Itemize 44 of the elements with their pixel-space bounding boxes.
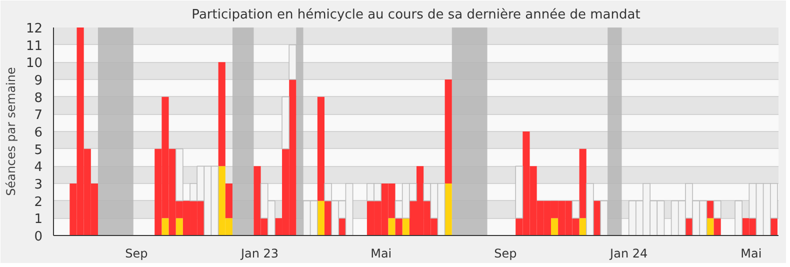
y-tick-label: 4 <box>34 160 43 176</box>
bar <box>162 218 169 236</box>
bar <box>706 218 714 236</box>
x-tick-label: Jan 23 <box>240 246 279 260</box>
bar <box>444 184 452 236</box>
chart-title: Participation en hémicycle au cours de sa dernière année de mandat <box>192 8 640 22</box>
bar <box>515 166 524 219</box>
bar <box>317 200 324 236</box>
bar <box>444 80 452 184</box>
bar <box>579 148 586 218</box>
y-tick-label: 0 <box>34 230 43 244</box>
y-tick-label: 10 <box>26 56 43 72</box>
y-tick-label: 8 <box>34 90 43 106</box>
bar <box>572 200 580 219</box>
bar <box>225 184 232 218</box>
bar <box>388 218 396 236</box>
bar <box>175 148 184 202</box>
y-tick-label: 6 <box>34 126 43 140</box>
x-tick-label: Mai <box>370 246 392 260</box>
y-tick-label: 2 <box>34 194 43 210</box>
y-tick-label: 5 <box>34 142 43 158</box>
bar <box>317 96 324 201</box>
y-tick-label: 3 <box>34 178 43 192</box>
bar <box>402 218 410 236</box>
bar <box>176 218 183 236</box>
bar <box>324 200 332 236</box>
x-tick-label: Sep <box>125 246 148 260</box>
bar <box>579 218 586 236</box>
x-tick-label: Jan 24 <box>609 246 648 260</box>
x-tick-label: Mai <box>740 246 762 260</box>
y-tick-label: 1 <box>34 212 43 228</box>
bar <box>550 218 558 236</box>
bar <box>395 218 402 236</box>
y-axis-title: Séances par semaine <box>4 67 18 196</box>
bar <box>713 200 722 219</box>
bar <box>706 200 714 218</box>
y-tick-label: 7 <box>34 108 43 124</box>
y-tick-label: 9 <box>34 74 43 88</box>
y-tick-label: 12 <box>26 22 43 36</box>
bar <box>282 96 290 150</box>
x-tick-label: Sep <box>494 246 517 260</box>
bar <box>714 218 721 236</box>
bar <box>218 62 226 166</box>
y-tick-label: 11 <box>26 38 43 54</box>
